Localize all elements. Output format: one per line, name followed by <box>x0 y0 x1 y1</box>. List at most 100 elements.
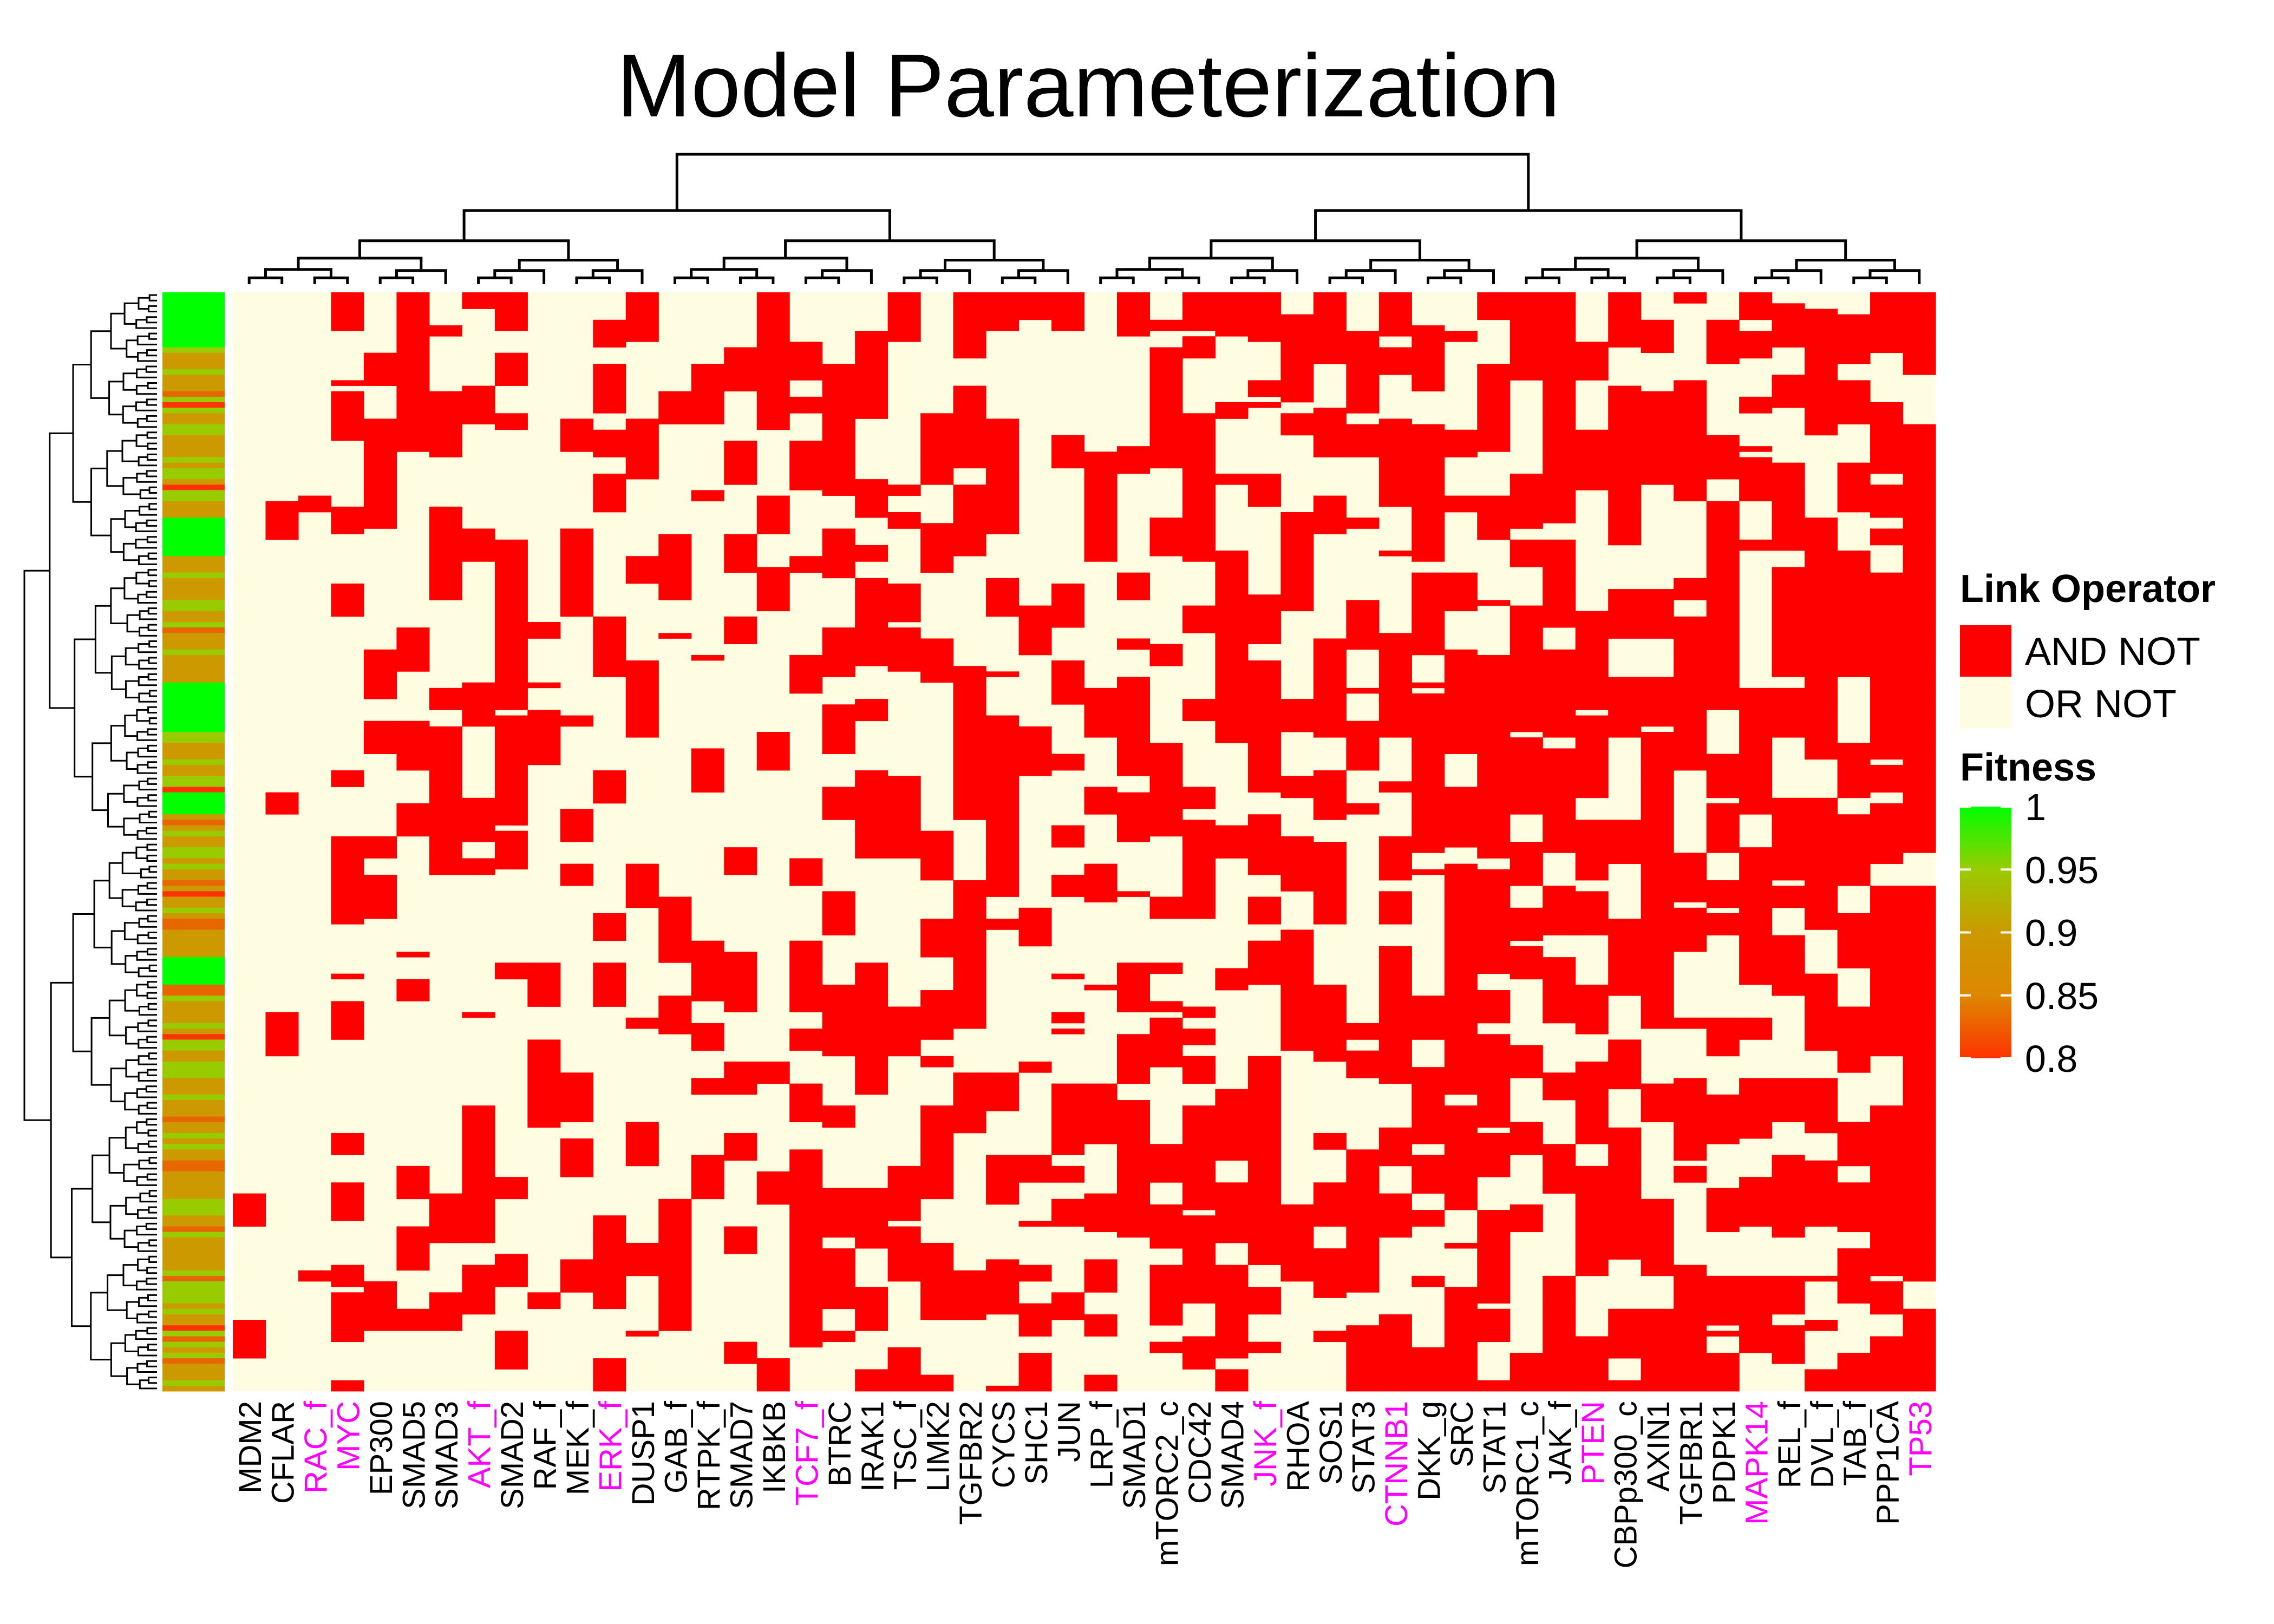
heatmap-cell-DVL_f <box>1805 1045 1838 1051</box>
heatmap-cell-MYC <box>331 886 364 903</box>
column-label-LIMK2: LIMK2 <box>920 1401 956 1492</box>
column-label-RHOA: RHOA <box>1281 1401 1316 1492</box>
row-dendrogram-branch <box>148 964 157 972</box>
row-dendrogram-branch <box>136 335 157 345</box>
heatmap-cell-IRAK1 <box>855 1287 888 1331</box>
legend-or-not-swatch <box>1960 677 2011 728</box>
heatmap-cell-LIMK2 <box>920 847 954 881</box>
heatmap-cell-TP53 <box>1903 1012 1936 1045</box>
heatmap-cell-RHOA <box>1280 1232 1314 1265</box>
row-dendrogram-branch <box>146 992 157 999</box>
heatmap-cell-DVL_f <box>1805 704 1838 710</box>
heatmap-cell-TP53 <box>1903 770 1936 815</box>
heatmap-cell-CYCS <box>986 446 1020 474</box>
heatmap-cell-STAT1 <box>1477 1078 1511 1128</box>
heatmap-cell-JAK_f <box>1543 539 1576 567</box>
heatmap-cell-SOS1 <box>1313 984 1347 1024</box>
heatmap-cell-SMAD4 <box>1215 583 1249 633</box>
fitness-cell <box>162 1188 225 1194</box>
column-label-mTORC1_c: mTORC1_c <box>1510 1401 1545 1566</box>
heatmap-cell-JNK_f <box>1247 292 1281 342</box>
legend-and-not-swatch <box>1960 625 2011 677</box>
heatmap-cell-TP53 <box>1903 1116 1936 1150</box>
column-label-TCF7_f: TCF7_f <box>789 1400 825 1505</box>
fitness-cell <box>162 907 225 914</box>
heatmap-cell-CDC42 <box>1182 292 1216 309</box>
heatmap-cell-SRC <box>1444 495 1478 513</box>
column-label-DUSP1: DUSP1 <box>626 1401 661 1505</box>
legend-fitness-title: Fitness <box>1960 746 2096 789</box>
heatmap-cell-AXIN1 <box>1641 336 1674 353</box>
fitness-cell <box>162 528 225 535</box>
fitness-cell <box>162 1270 225 1276</box>
heatmap-cell-REL_f <box>1772 627 1805 677</box>
heatmap-cell-LIMK2 <box>920 1105 954 1144</box>
heatmap-cell-TGFBR2 <box>953 962 986 985</box>
heatmap-cell-IRAK1 <box>855 479 888 496</box>
heatmap-cell-mTORC2_c <box>1149 396 1183 430</box>
heatmap-cell-TCF7_f <box>789 1221 823 1271</box>
fitness-cell <box>162 600 225 606</box>
heatmap-cell-RHOA <box>1280 853 1314 892</box>
heatmap-cell-STAT3 <box>1346 1358 1380 1381</box>
heatmap-cell-RHOA <box>1280 968 1314 1001</box>
heatmap-cell-mTORC1_c <box>1510 336 1543 353</box>
heatmap-cell-SMAD1 <box>1116 891 1151 897</box>
heatmap-cell-TCF7_f <box>789 556 823 573</box>
heatmap-cell-SRC <box>1444 331 1478 342</box>
column-label-JAK_f: JAK_f <box>1543 1400 1578 1485</box>
heatmap-cell-JUN <box>1051 973 1085 980</box>
heatmap-cell-SMAD4 <box>1215 715 1249 743</box>
heatmap-cell-PDPK1 <box>1706 352 1740 364</box>
heatmap-cell-DVL_f <box>1805 874 1838 886</box>
fitness-cell <box>162 836 225 842</box>
heatmap-cell-IRAK1 <box>855 545 888 551</box>
column-label-MAPK14: MAPK14 <box>1739 1401 1774 1525</box>
heatmap-cell-SMAD1 <box>1116 677 1151 727</box>
heatmap-cell-DKK_g <box>1412 572 1445 623</box>
fitness-cell <box>162 534 225 540</box>
heatmap-cell-CTNNB1 <box>1378 891 1412 925</box>
heatmap-cell-TCF7_f <box>789 654 823 694</box>
heatmap-cell-CTNNB1 <box>1378 347 1412 375</box>
fitness-cell <box>162 402 225 408</box>
heatmap-cell-mTORC1_c <box>1510 907 1543 941</box>
heatmap-cell-DUSP1 <box>625 331 659 342</box>
heatmap-cell-SOS1 <box>1313 1182 1347 1227</box>
heatmap-cell-CTNNB1 <box>1378 946 1412 974</box>
fitness-cell <box>162 556 225 562</box>
heatmap-cell-CBPp300_c <box>1608 1380 1642 1392</box>
heatmap-cell-CYCS <box>986 319 1020 331</box>
fitness-cell <box>162 292 225 298</box>
heatmap-cell-DUSP1 <box>625 418 659 452</box>
heatmap-cell-TGFBR2 <box>953 385 986 430</box>
heatmap-cell-JAK_f <box>1543 907 1576 919</box>
heatmap-cell-JNK_f <box>1247 754 1281 765</box>
heatmap-cell-PDPK1 <box>1706 605 1740 628</box>
fitness-cell <box>162 1160 225 1167</box>
fitness-cell <box>162 1320 225 1326</box>
heatmap-cell-BTRC <box>822 528 855 579</box>
heatmap-cell-IKBKB <box>756 1171 790 1205</box>
heatmap-cell-JAK_f <box>1543 1160 1576 1194</box>
heatmap-cell-ERK_f <box>593 1265 626 1309</box>
heatmap-cell-SMAD5 <box>396 952 430 958</box>
heatmap-cell-JNK_f <box>1247 1188 1281 1238</box>
heatmap-cell-IRAK1 <box>855 1045 888 1095</box>
row-dendrogram-branch <box>146 349 157 357</box>
heatmap-cell-ERK_f <box>593 962 626 1007</box>
fitness-cell <box>162 1385 225 1392</box>
heatmap-cell-BTRC <box>822 891 855 935</box>
heatmap-cell-SMAD5 <box>396 803 430 831</box>
heatmap-cell-EP300 <box>363 512 397 529</box>
heatmap-cell-LRP_f <box>1084 1193 1118 1216</box>
row-dendrogram-branch <box>147 1129 157 1137</box>
column-label-SMAD1: SMAD1 <box>1117 1401 1152 1509</box>
heatmap-cell-CDC42 <box>1182 528 1216 562</box>
heatmap-cell-RTPK_f <box>691 1023 724 1051</box>
heatmap-cell-STAT1 <box>1477 935 1511 974</box>
heatmap-cell-GAB_f <box>658 896 692 947</box>
heatmap-cell-PDPK1 <box>1706 1275 1740 1326</box>
heatmap-cell-AXIN1 <box>1641 1308 1674 1348</box>
heatmap-cell-TSC_f <box>887 809 921 831</box>
